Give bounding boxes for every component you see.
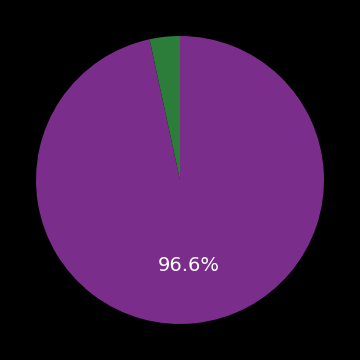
Wedge shape — [36, 36, 324, 324]
Wedge shape — [149, 36, 180, 180]
Text: 96.6%: 96.6% — [158, 256, 220, 275]
